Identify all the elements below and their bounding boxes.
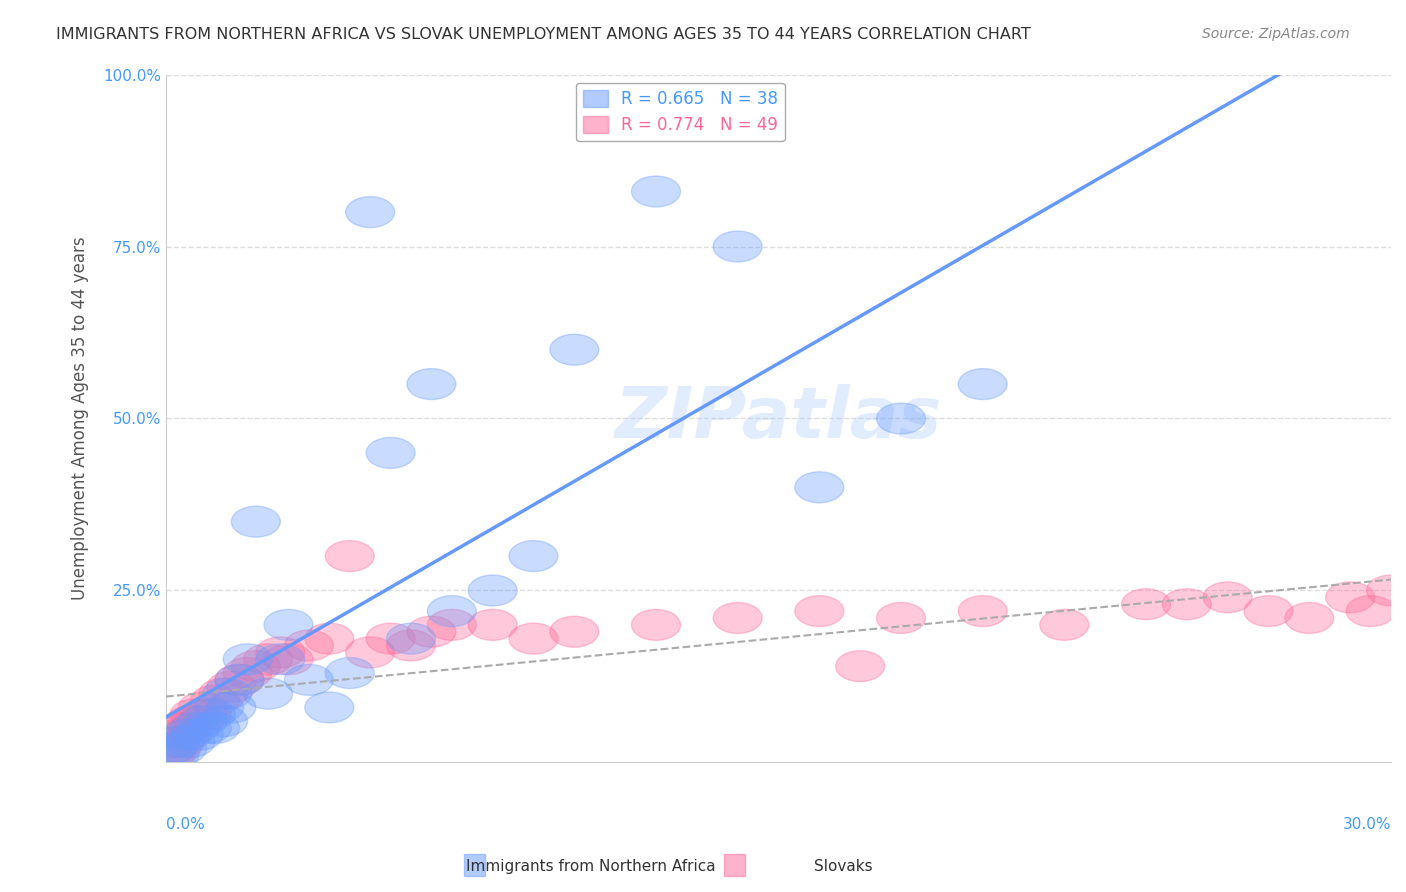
Ellipse shape (243, 678, 292, 709)
Ellipse shape (876, 602, 925, 633)
Ellipse shape (157, 713, 207, 744)
Ellipse shape (174, 720, 224, 750)
Ellipse shape (509, 624, 558, 654)
Ellipse shape (148, 733, 197, 764)
Ellipse shape (215, 665, 264, 696)
Ellipse shape (713, 602, 762, 633)
Ellipse shape (202, 678, 252, 709)
Ellipse shape (1122, 589, 1171, 620)
Ellipse shape (166, 726, 215, 757)
Ellipse shape (170, 698, 219, 730)
Ellipse shape (406, 616, 456, 648)
Ellipse shape (713, 231, 762, 262)
Ellipse shape (264, 644, 314, 674)
Ellipse shape (198, 706, 247, 737)
Ellipse shape (149, 726, 198, 757)
Ellipse shape (1244, 596, 1294, 626)
Ellipse shape (1367, 575, 1406, 606)
Ellipse shape (325, 541, 374, 572)
Ellipse shape (427, 596, 477, 626)
Text: 0.0%: 0.0% (166, 817, 205, 832)
Ellipse shape (1326, 582, 1375, 613)
Ellipse shape (174, 706, 224, 737)
FancyBboxPatch shape (724, 854, 745, 876)
Ellipse shape (406, 368, 456, 400)
Ellipse shape (550, 334, 599, 365)
Ellipse shape (957, 596, 1007, 626)
Ellipse shape (468, 609, 517, 640)
Ellipse shape (198, 678, 247, 709)
Ellipse shape (153, 720, 202, 750)
Ellipse shape (207, 692, 256, 723)
Ellipse shape (366, 624, 415, 654)
Ellipse shape (152, 733, 201, 764)
Ellipse shape (1285, 602, 1334, 633)
Ellipse shape (179, 692, 228, 723)
Ellipse shape (1040, 609, 1088, 640)
Ellipse shape (957, 368, 1007, 400)
Ellipse shape (146, 740, 194, 771)
Text: Slovaks: Slovaks (814, 859, 873, 874)
Ellipse shape (156, 726, 205, 757)
Ellipse shape (183, 698, 232, 730)
Ellipse shape (427, 609, 477, 640)
Ellipse shape (160, 720, 209, 750)
Text: IMMIGRANTS FROM NORTHERN AFRICA VS SLOVAK UNEMPLOYMENT AMONG AGES 35 TO 44 YEARS: IMMIGRANTS FROM NORTHERN AFRICA VS SLOVA… (56, 27, 1031, 42)
Ellipse shape (149, 740, 198, 771)
Ellipse shape (187, 698, 235, 730)
Ellipse shape (190, 713, 239, 744)
Text: ZIPatlas: ZIPatlas (614, 384, 942, 453)
Ellipse shape (179, 706, 228, 737)
Ellipse shape (190, 685, 239, 716)
Ellipse shape (232, 650, 280, 681)
Ellipse shape (1163, 589, 1212, 620)
Ellipse shape (207, 672, 256, 702)
Ellipse shape (631, 609, 681, 640)
Ellipse shape (1346, 596, 1395, 626)
Ellipse shape (305, 624, 354, 654)
Ellipse shape (146, 733, 194, 764)
Ellipse shape (153, 726, 202, 757)
Ellipse shape (1204, 582, 1253, 613)
Ellipse shape (256, 637, 305, 668)
Ellipse shape (284, 630, 333, 661)
Ellipse shape (550, 616, 599, 648)
Text: 30.0%: 30.0% (1343, 817, 1391, 832)
Ellipse shape (194, 692, 243, 723)
Legend: R = 0.665   N = 38, R = 0.774   N = 49: R = 0.665 N = 38, R = 0.774 N = 49 (576, 83, 785, 141)
Ellipse shape (305, 692, 354, 723)
Ellipse shape (170, 713, 219, 744)
Ellipse shape (794, 596, 844, 626)
Ellipse shape (387, 624, 436, 654)
Ellipse shape (224, 657, 273, 689)
FancyBboxPatch shape (464, 854, 485, 876)
Ellipse shape (325, 657, 374, 689)
Ellipse shape (256, 644, 305, 674)
Y-axis label: Unemployment Among Ages 35 to 44 years: Unemployment Among Ages 35 to 44 years (72, 236, 89, 600)
Ellipse shape (284, 665, 333, 696)
Ellipse shape (631, 176, 681, 207)
Ellipse shape (366, 437, 415, 468)
Ellipse shape (162, 720, 211, 750)
Ellipse shape (835, 650, 884, 681)
Text: Immigrants from Northern Africa: Immigrants from Northern Africa (465, 859, 716, 874)
Ellipse shape (876, 403, 925, 434)
Ellipse shape (794, 472, 844, 503)
Ellipse shape (166, 706, 215, 737)
Text: Source: ZipAtlas.com: Source: ZipAtlas.com (1202, 27, 1350, 41)
Ellipse shape (346, 637, 395, 668)
Ellipse shape (224, 644, 273, 674)
Ellipse shape (232, 506, 280, 537)
Ellipse shape (468, 575, 517, 606)
Ellipse shape (183, 713, 232, 744)
Ellipse shape (264, 609, 314, 640)
Ellipse shape (215, 665, 264, 696)
Ellipse shape (387, 630, 436, 661)
Ellipse shape (346, 196, 395, 227)
Ellipse shape (157, 733, 207, 764)
Ellipse shape (243, 644, 292, 674)
Ellipse shape (509, 541, 558, 572)
Ellipse shape (162, 713, 211, 744)
